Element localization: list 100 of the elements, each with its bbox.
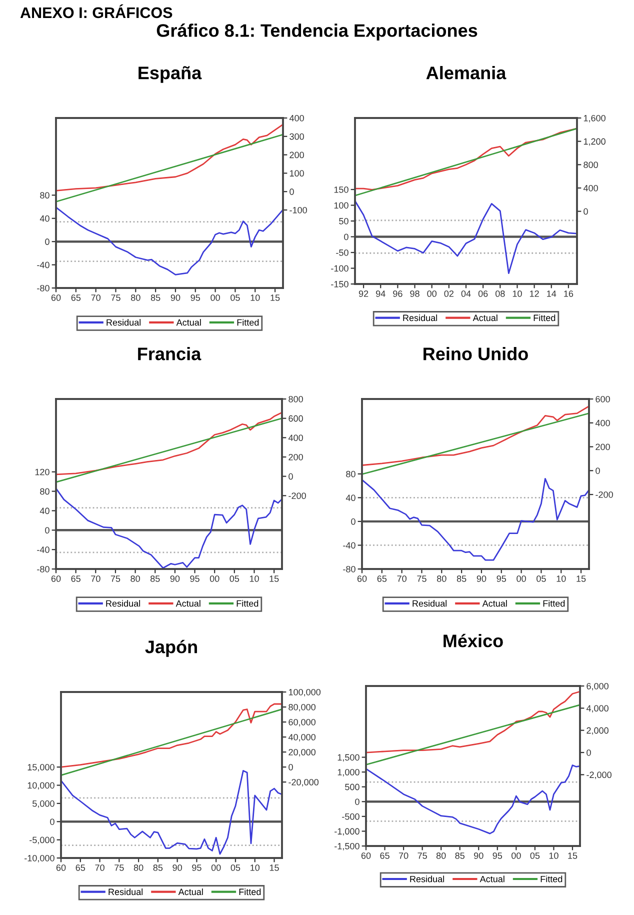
x-tick-label: 05: [536, 575, 546, 582]
legend-label: Actual: [176, 600, 200, 607]
y-tick-label: -100: [331, 265, 348, 272]
line-series: [56, 206, 283, 276]
legend-label: Residual: [106, 319, 141, 326]
line-series: [61, 770, 282, 855]
x-tick-label: 75: [114, 864, 124, 871]
chart-title: México: [444, 634, 503, 648]
x-tick-label: 70: [397, 575, 406, 582]
x-tick-label: 94: [376, 290, 386, 297]
y-tick-label: 1,500: [338, 754, 360, 762]
y2-tick-label: 200: [596, 444, 610, 450]
x-tick-label: 65: [71, 575, 80, 582]
x-tick-label: 85: [456, 575, 466, 582]
y-tick-label: 5,000: [32, 800, 54, 808]
line-series: [366, 764, 580, 834]
y-tick-label: -500: [342, 813, 360, 820]
x-tick-label: 10: [250, 575, 259, 582]
x-tick-label: 96: [393, 290, 402, 297]
x-tick-label: 00: [427, 290, 437, 297]
legend-label: Actual: [482, 600, 507, 607]
y-tick-label: -1,500: [334, 842, 360, 850]
y2-tick-label: 2,000: [586, 727, 608, 735]
x-tick-label: 00: [210, 575, 220, 582]
x-tick-label: 80: [131, 294, 140, 301]
x-tick-label: 06: [478, 290, 488, 297]
y-tick-label: 0: [45, 527, 50, 534]
x-tick-label: 98: [410, 290, 420, 297]
x-tick-label: 00: [210, 294, 220, 301]
x-tick-label: 90: [476, 575, 486, 582]
chart-title: España: [138, 66, 202, 83]
legend-label: Actual: [480, 876, 504, 882]
x-tick-label: 65: [71, 294, 81, 301]
y2-tick-label: -100: [290, 206, 307, 214]
y-tick-label: -5,000: [30, 836, 54, 844]
y2-tick-label: 0: [596, 468, 600, 474]
x-tick-label: 95: [192, 864, 202, 871]
x-tick-label: 60: [56, 864, 66, 871]
y-tick-label: 0: [351, 518, 356, 525]
x-tick-label: 00: [516, 575, 526, 582]
legend-label: Residual: [106, 600, 140, 607]
x-tick-label: 00: [512, 852, 521, 859]
chart-title: Reino Unido: [424, 347, 528, 360]
line-series: [366, 690, 580, 754]
y2-tick-label: 200: [290, 152, 304, 158]
y2-tick-label: 20,000: [288, 748, 316, 756]
x-tick-label: 16: [564, 290, 574, 297]
x-tick-label: 70: [91, 575, 100, 582]
y-tick-label: 500: [345, 784, 360, 790]
y-tick-label: 80: [346, 470, 356, 478]
y-tick-label: -50: [336, 249, 348, 256]
y2-tick-label: 100: [290, 170, 304, 177]
y-tick-label: 150: [334, 186, 348, 193]
y2-tick-label: 4,000: [586, 705, 608, 713]
y2-tick-label: 100,000: [288, 688, 321, 696]
x-tick-label: 75: [111, 294, 120, 301]
x-tick-label: 70: [91, 294, 100, 301]
x-tick-label: 85: [150, 294, 160, 301]
y2-tick-label: 6,000: [586, 682, 608, 690]
legend-label: Residual: [412, 600, 447, 607]
y-tick-label: 80: [40, 488, 50, 495]
line-series: [56, 124, 283, 192]
x-tick-label: 70: [398, 852, 408, 859]
x-tick-label: 85: [455, 852, 464, 859]
x-tick-label: 04: [461, 290, 471, 297]
x-tick-label: 80: [130, 575, 140, 582]
x-tick-label: 05: [230, 294, 240, 301]
y2-tick-label: 400: [595, 420, 610, 426]
legend-label: Residual: [108, 888, 143, 896]
legend-label: Fitted: [540, 876, 562, 882]
line-series: [362, 405, 589, 466]
y-tick-label: 100: [334, 202, 348, 209]
y-tick-label: -80: [37, 284, 50, 292]
y2-tick-label: 800: [584, 162, 598, 168]
legend-label: Fitted: [239, 888, 261, 896]
x-tick-label: 85: [150, 575, 160, 582]
legend-label: Fitted: [237, 319, 259, 326]
x-tick-label: 80: [134, 864, 144, 871]
chart-title: Alemania: [426, 66, 506, 80]
y-tick-label: -40: [37, 262, 50, 268]
y2-tick-label: 0: [586, 749, 591, 756]
legend-label: Residual: [403, 314, 438, 322]
legend-label: Actual: [472, 314, 498, 322]
y-tick-label: 40: [40, 215, 50, 222]
y2-tick-label: 0: [288, 473, 293, 480]
x-tick-label: 10: [549, 852, 558, 859]
chart-title: Japón: [145, 640, 197, 657]
y-tick-label: -150: [331, 280, 348, 288]
y2-tick-label: 1,200: [584, 138, 606, 146]
x-tick-label: 95: [190, 575, 200, 582]
y2-tick-label: 600: [596, 396, 610, 402]
x-tick-label: 10: [512, 290, 522, 297]
x-tick-label: 95: [496, 575, 506, 582]
y2-tick-label: 200: [288, 454, 303, 460]
legend-label: Residual: [410, 876, 444, 882]
text: Gráfico 8.1: Tendencia Exportaciones: [156, 24, 478, 40]
y-tick-label: 1,000: [338, 769, 360, 776]
x-tick-label: 75: [418, 852, 427, 859]
x-tick-label: 92: [358, 290, 368, 297]
x-tick-label: 05: [530, 852, 540, 859]
